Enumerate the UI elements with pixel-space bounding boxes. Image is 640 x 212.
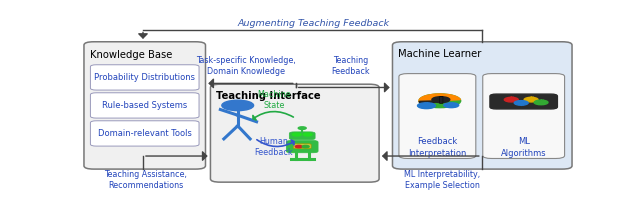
FancyBboxPatch shape	[286, 141, 318, 153]
Circle shape	[534, 100, 548, 105]
Text: ML
Algorithms: ML Algorithms	[501, 137, 547, 158]
Circle shape	[524, 97, 538, 102]
Text: Human
Feedback: Human Feedback	[254, 137, 292, 157]
Text: ⚙: ⚙	[518, 98, 525, 107]
Text: Probability Distributions: Probability Distributions	[94, 73, 195, 82]
Circle shape	[298, 127, 306, 129]
FancyBboxPatch shape	[490, 94, 557, 109]
Text: Rule-based Systems: Rule-based Systems	[102, 101, 188, 110]
Text: ⚙: ⚙	[508, 95, 515, 104]
Wedge shape	[419, 101, 440, 105]
Circle shape	[292, 133, 301, 136]
Wedge shape	[419, 94, 460, 101]
Text: Task-specific Knowledge,
Domain Knowledge: Task-specific Knowledge, Domain Knowledg…	[196, 56, 296, 76]
Circle shape	[303, 133, 312, 136]
Text: Teaching Interface: Teaching Interface	[216, 91, 321, 101]
FancyBboxPatch shape	[392, 42, 572, 169]
Text: ML Interpretability,
Example Selection: ML Interpretability, Example Selection	[404, 170, 480, 190]
FancyBboxPatch shape	[289, 132, 315, 140]
Circle shape	[302, 145, 309, 148]
FancyBboxPatch shape	[90, 65, 199, 90]
FancyBboxPatch shape	[90, 121, 199, 146]
Circle shape	[222, 100, 253, 111]
FancyBboxPatch shape	[483, 74, 564, 159]
Circle shape	[432, 97, 450, 103]
Text: Knowledge Base: Knowledge Base	[90, 50, 173, 60]
Text: Teaching Assistance,
Recommendations: Teaching Assistance, Recommendations	[104, 170, 188, 190]
Text: Teaching
Feedback: Teaching Feedback	[332, 56, 370, 76]
FancyBboxPatch shape	[84, 42, 205, 169]
Text: Machine
State: Machine State	[258, 90, 291, 110]
Circle shape	[444, 103, 459, 108]
Text: Machine Learner: Machine Learner	[399, 49, 482, 59]
Text: Domain-relevant Tools: Domain-relevant Tools	[98, 129, 191, 138]
Circle shape	[295, 145, 302, 148]
Text: ⚙: ⚙	[527, 95, 535, 104]
Text: Augmenting Teaching Feedback: Augmenting Teaching Feedback	[237, 19, 389, 28]
Circle shape	[417, 103, 435, 109]
Circle shape	[504, 97, 518, 102]
Circle shape	[515, 101, 528, 105]
Text: Feedback
Interpretation: Feedback Interpretation	[408, 137, 467, 158]
FancyBboxPatch shape	[211, 84, 379, 182]
Text: ⚙: ⚙	[538, 98, 545, 107]
FancyBboxPatch shape	[90, 93, 199, 118]
Text: ⚙: ⚙	[422, 101, 431, 111]
FancyBboxPatch shape	[399, 74, 476, 159]
Circle shape	[419, 94, 461, 108]
Text: 👍: 👍	[438, 95, 443, 104]
FancyBboxPatch shape	[293, 144, 311, 149]
